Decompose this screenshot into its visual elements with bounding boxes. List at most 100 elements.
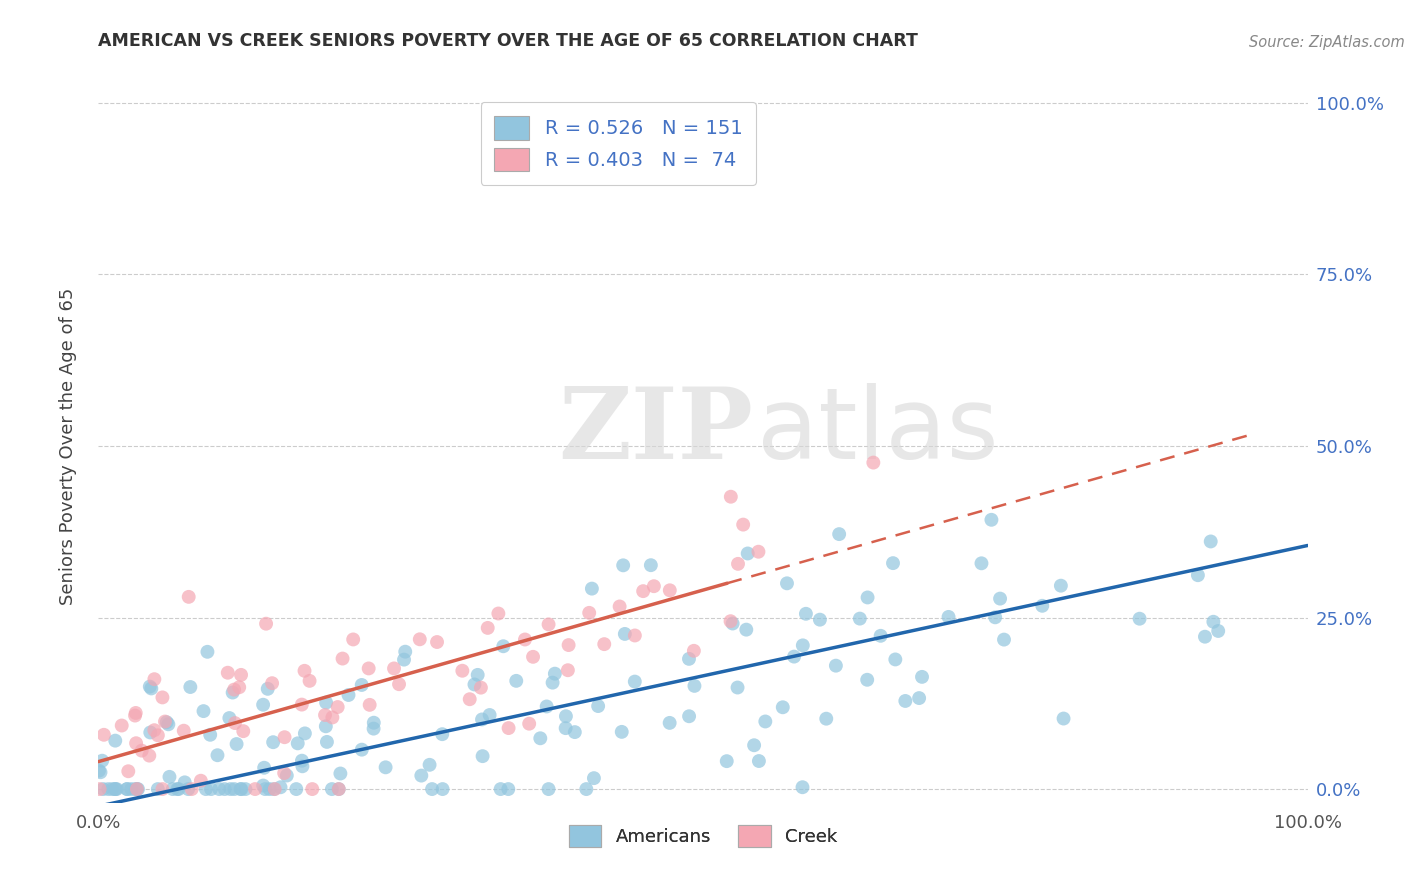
Point <box>124 782 146 797</box>
Point <box>197 645 219 659</box>
Point <box>536 699 558 714</box>
Point <box>221 685 243 699</box>
Point <box>612 558 634 573</box>
Point <box>849 612 872 626</box>
Point <box>610 724 633 739</box>
Point <box>409 632 432 647</box>
Point <box>218 711 240 725</box>
Point <box>291 759 314 773</box>
Point <box>578 606 600 620</box>
Point <box>658 715 681 730</box>
Point <box>141 681 163 696</box>
Point <box>683 679 706 693</box>
Point <box>908 691 931 706</box>
Point <box>243 782 266 797</box>
Point <box>374 760 396 774</box>
Point <box>194 782 217 797</box>
Point <box>631 584 654 599</box>
Point <box>720 614 742 628</box>
Point <box>815 712 838 726</box>
Text: ZIP: ZIP <box>558 384 752 480</box>
Point <box>884 652 907 666</box>
Point <box>208 782 231 797</box>
Point <box>471 749 494 764</box>
Point <box>492 639 515 653</box>
Point <box>582 771 605 785</box>
Point <box>363 722 385 736</box>
Point <box>115 782 138 797</box>
Point <box>89 782 111 797</box>
Point <box>200 782 222 797</box>
Point <box>432 782 454 797</box>
Point <box>869 629 891 643</box>
Point <box>225 737 247 751</box>
Point <box>733 517 755 532</box>
Point <box>856 591 879 605</box>
Point <box>463 677 485 691</box>
Point <box>792 639 814 653</box>
Point <box>285 782 308 797</box>
Point <box>808 613 831 627</box>
Point <box>162 782 184 797</box>
Point <box>522 649 544 664</box>
Point <box>87 764 110 778</box>
Point <box>89 765 111 780</box>
Point <box>486 607 509 621</box>
Point <box>451 664 474 678</box>
Point <box>498 782 520 797</box>
Point <box>747 545 769 559</box>
Point <box>125 782 148 797</box>
Point <box>219 782 242 797</box>
Point <box>104 782 127 797</box>
Point <box>557 663 579 677</box>
Point <box>252 779 274 793</box>
Point <box>291 698 314 712</box>
Point <box>862 456 884 470</box>
Point <box>1187 568 1209 582</box>
Point <box>287 736 309 750</box>
Point <box>505 673 527 688</box>
Point <box>467 668 489 682</box>
Point <box>315 719 337 733</box>
Point <box>139 680 162 694</box>
Point <box>856 673 879 687</box>
Point <box>152 782 174 797</box>
Point <box>177 782 200 797</box>
Point <box>97 782 120 797</box>
Point <box>575 782 598 797</box>
Point <box>217 665 239 680</box>
Point <box>332 651 354 665</box>
Point <box>316 735 339 749</box>
Point <box>683 644 706 658</box>
Point <box>253 761 276 775</box>
Point <box>678 652 700 666</box>
Point <box>139 725 162 739</box>
Point <box>1129 612 1152 626</box>
Point <box>180 782 202 797</box>
Point <box>190 773 212 788</box>
Point <box>263 782 285 797</box>
Point <box>235 782 257 797</box>
Point <box>229 668 252 682</box>
Point <box>224 782 246 797</box>
Point <box>643 579 665 593</box>
Point <box>544 666 567 681</box>
Point <box>207 748 229 763</box>
Point <box>179 680 201 694</box>
Point <box>350 678 373 692</box>
Point <box>294 726 316 740</box>
Point <box>229 782 252 797</box>
Point <box>772 700 794 714</box>
Point <box>91 754 114 768</box>
Point <box>513 632 536 647</box>
Point <box>613 627 636 641</box>
Point <box>328 782 350 797</box>
Point <box>125 706 148 720</box>
Point <box>737 546 759 560</box>
Point <box>640 558 662 573</box>
Point <box>678 709 700 723</box>
Point <box>276 768 298 782</box>
Point <box>984 610 1007 624</box>
Point <box>157 717 180 731</box>
Point <box>93 728 115 742</box>
